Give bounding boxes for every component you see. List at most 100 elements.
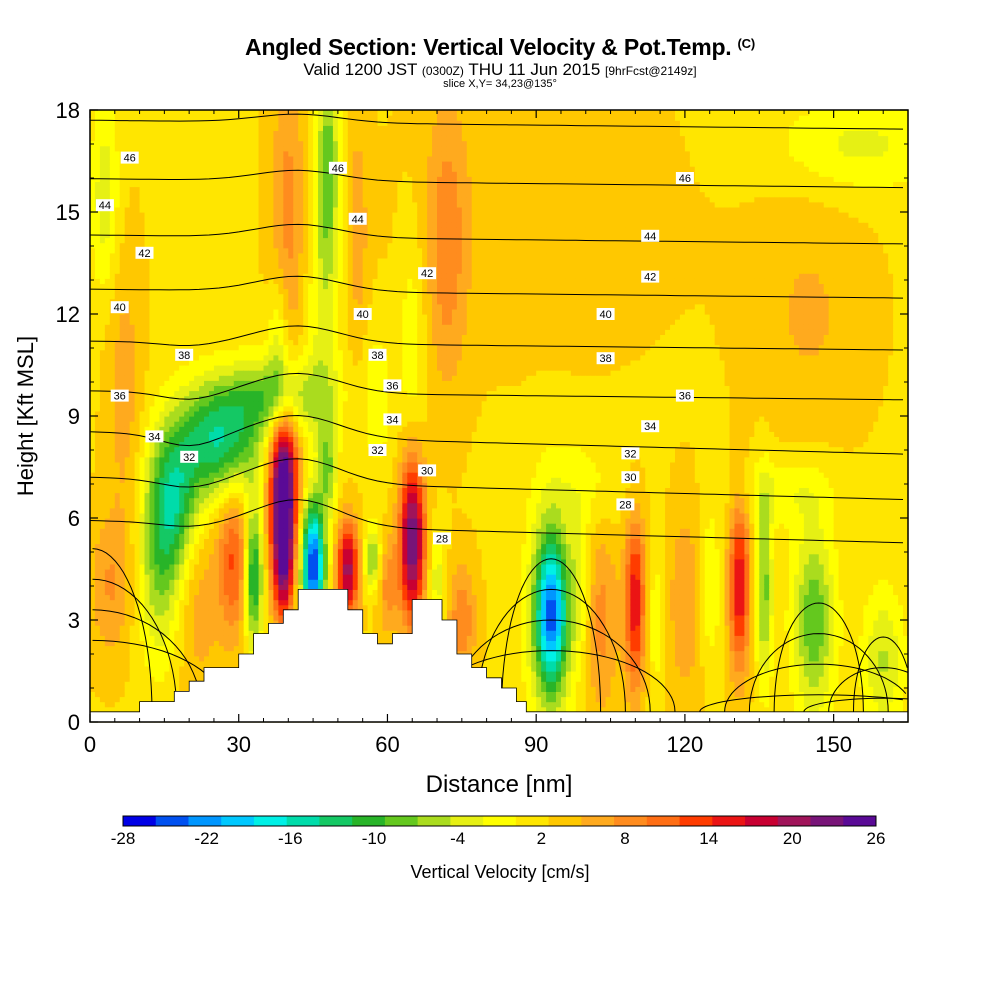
velocity-cell [154, 263, 161, 269]
velocity-cell [169, 365, 175, 371]
velocity-cell [99, 308, 106, 315]
velocity-cell [233, 196, 240, 203]
velocity-cell [218, 533, 225, 539]
velocity-cell [248, 125, 255, 131]
velocity-cell [243, 298, 250, 305]
velocity-cell [154, 594, 161, 601]
velocity-cell [129, 569, 136, 575]
velocity-cell [213, 548, 220, 555]
velocity-cell [218, 125, 225, 131]
velocity-cell [154, 512, 161, 519]
velocity-cell [253, 339, 260, 346]
velocity-cell [149, 502, 156, 509]
velocity-cell [293, 553, 299, 560]
velocity-cell [223, 212, 230, 218]
velocity-cell [129, 558, 136, 565]
velocity-cell [129, 701, 136, 708]
velocity-cell [114, 268, 121, 274]
velocity-cell [159, 472, 165, 478]
velocity-cell [104, 446, 111, 453]
velocity-cell [189, 278, 195, 284]
velocity-cell [268, 441, 275, 448]
velocity-cell [114, 701, 121, 708]
velocity-cell [243, 502, 250, 509]
velocity-cell [144, 446, 151, 453]
velocity-cell [248, 196, 255, 203]
velocity-cell [189, 538, 195, 545]
velocity-cell [273, 431, 279, 437]
velocity-cell [174, 630, 180, 636]
velocity-cell [174, 410, 180, 417]
velocity-cell [184, 247, 190, 254]
velocity-cell [139, 201, 146, 208]
velocity-cell [228, 563, 235, 570]
velocity-cell [174, 247, 180, 254]
velocity-cell [129, 171, 136, 177]
velocity-cell [124, 665, 131, 672]
velocity-cell [233, 482, 240, 488]
velocity-cell [253, 543, 260, 550]
velocity-cell [273, 140, 279, 147]
velocity-cell [194, 614, 200, 621]
velocity-cell [248, 405, 255, 412]
velocity-cell [228, 553, 235, 560]
velocity-cell [139, 487, 146, 494]
velocity-cell [248, 625, 255, 631]
velocity-cell [114, 523, 121, 529]
velocity-cell [194, 263, 200, 269]
velocity-cell [149, 492, 156, 499]
velocity-cell [94, 609, 101, 616]
velocity-cell [99, 553, 106, 560]
velocity-cell [199, 558, 205, 565]
velocity-cell [184, 395, 190, 402]
velocity-cell [189, 477, 195, 483]
velocity-cell [119, 206, 126, 213]
velocity-cell [94, 181, 101, 188]
velocity-cell [124, 242, 131, 249]
velocity-cell [164, 405, 170, 412]
velocity-cell [218, 130, 225, 137]
velocity-cell [218, 655, 225, 662]
velocity-cell [208, 278, 215, 284]
velocity-cell [233, 538, 240, 545]
velocity-cell [233, 278, 240, 284]
velocity-cell [169, 614, 175, 621]
velocity-cell [273, 461, 279, 468]
velocity-cell [204, 614, 210, 621]
velocity-cell [134, 171, 141, 177]
velocity-cell [233, 390, 240, 397]
velocity-cell [208, 212, 215, 218]
velocity-cell [119, 507, 126, 514]
velocity-cell [253, 370, 260, 376]
velocity-cell [164, 319, 170, 325]
velocity-cell [243, 405, 250, 412]
velocity-cell [208, 252, 215, 259]
velocity-cell [218, 349, 225, 356]
velocity-cell [263, 528, 270, 534]
velocity-cell [169, 497, 175, 504]
velocity-cell [169, 293, 175, 300]
velocity-cell [238, 421, 245, 427]
velocity-cell [283, 344, 289, 351]
velocity-cell [258, 150, 265, 157]
velocity-cell [199, 665, 205, 672]
velocity-cell [278, 273, 284, 279]
velocity-cell [218, 614, 225, 621]
velocity-cell [283, 558, 289, 565]
velocity-cell [223, 191, 230, 198]
velocity-cell [223, 467, 230, 473]
velocity-cell [213, 359, 220, 366]
velocity-cell [253, 273, 260, 279]
velocity-cell [129, 283, 136, 290]
velocity-cell [119, 441, 126, 448]
velocity-cell [99, 400, 106, 407]
velocity-cell [129, 303, 136, 310]
velocity-cell [164, 257, 170, 264]
velocity-cell [174, 604, 180, 611]
velocity-cell [248, 247, 255, 254]
velocity-cell [179, 614, 185, 621]
velocity-cell [189, 482, 195, 488]
velocity-cell [129, 461, 136, 468]
velocity-cell [154, 589, 161, 596]
velocity-cell [104, 314, 111, 320]
